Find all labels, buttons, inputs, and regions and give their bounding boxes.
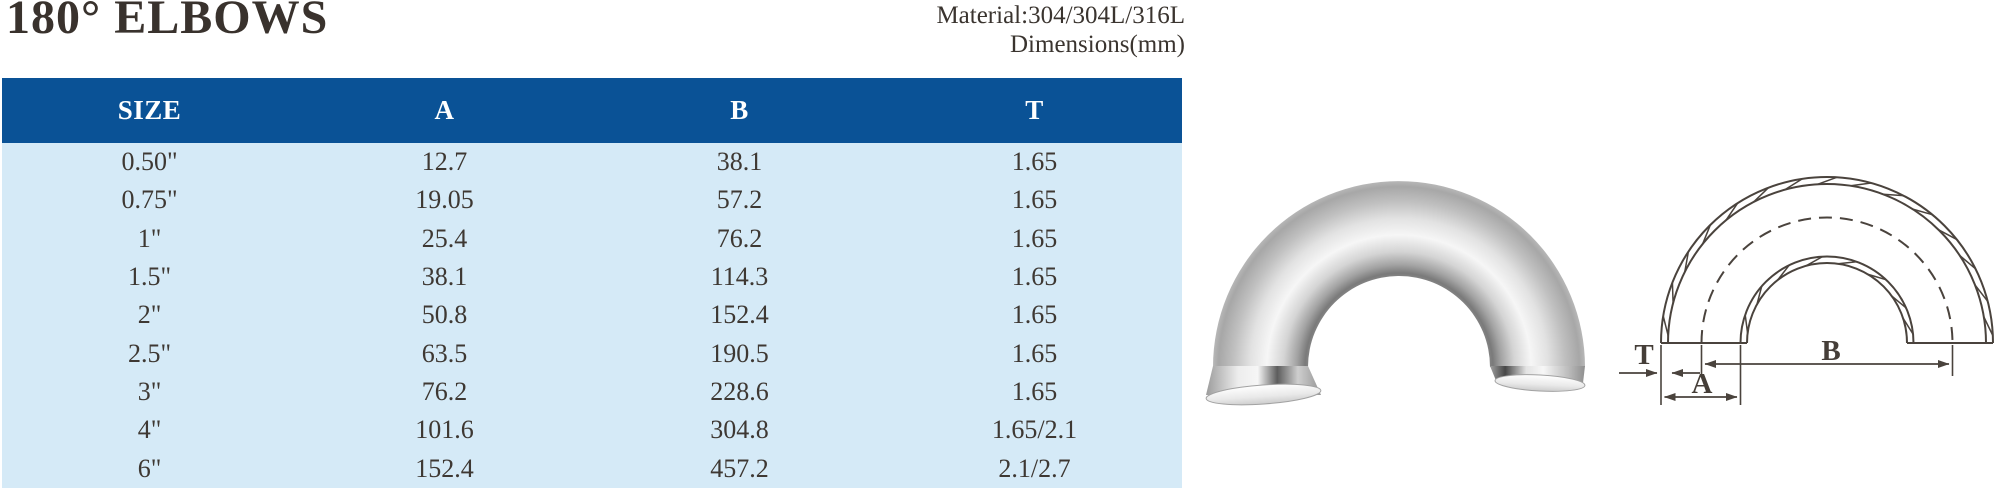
table-cell: 1.65 — [1011, 262, 1058, 292]
table-cell: 25.4 — [421, 223, 468, 253]
column-header: T — [1025, 95, 1044, 125]
elbow-right-cap — [1494, 374, 1586, 392]
table-cell: 6" — [137, 453, 162, 483]
table-cell: 1.65/2.1 — [991, 415, 1078, 445]
outer-wall-outer-arc — [1660, 176, 1994, 344]
wall-hatch-tick — [1974, 284, 1989, 302]
table-cell: 2.5" — [127, 338, 172, 368]
dim-label-a: A — [1692, 368, 1713, 400]
table-cell: 63.5 — [421, 338, 468, 368]
extension-lines — [1660, 345, 1954, 405]
table-cell: 152.4 — [415, 453, 474, 483]
table-header-row: SIZE A B T — [2, 78, 1182, 143]
wall-hatch-tick — [1902, 317, 1914, 335]
column-header: A — [434, 95, 455, 125]
elbow-photo — [1205, 181, 1586, 406]
table-cell: 1.65 — [1011, 377, 1058, 407]
wall-hatch-tick — [1983, 316, 1994, 336]
table-cell: 101.6 — [415, 415, 474, 445]
inner-wall-inner-arc — [1746, 262, 1908, 344]
wall-hatch-tick — [1805, 255, 1823, 267]
wall-hatch-tick — [1867, 273, 1887, 281]
wall-hatch-tick — [1938, 229, 1958, 241]
table-cell: 19.05 — [415, 185, 474, 215]
page-title: 180° ELBOWS — [6, 0, 329, 44]
wall-hatch-tick — [1850, 182, 1872, 187]
table-body: 0.50" 12.7 38.1 1.65 0.75" 19.05 57.2 1.65 1" 25.… — [2, 143, 1182, 488]
table-row: 1.5" 38.1 114.3 1.65 — [2, 258, 1182, 296]
table-cell: 228.6 — [710, 377, 769, 407]
table-cell: 1.65 — [1011, 300, 1058, 330]
table-cell: 1" — [137, 223, 162, 253]
table-row: 4" 101.6 304.8 1.65/2.1 — [2, 411, 1182, 449]
wall-hatch-tick — [1684, 251, 1690, 272]
table-cell: 1.65 — [1011, 185, 1058, 215]
table-cell: 76.2 — [421, 377, 468, 407]
table-row: 2.5" 63.5 190.5 1.65 — [2, 335, 1182, 373]
table-cell: 152.4 — [710, 300, 769, 330]
table-row: 6" 152.4 457.2 2.1/2.7 — [2, 450, 1182, 488]
wall-hatch-tick — [1912, 208, 1933, 216]
wall-hatch-tick — [1702, 224, 1712, 245]
wall-hatch-tick — [1891, 295, 1907, 309]
elbow-body — [1213, 181, 1585, 367]
table-cell: 1.5" — [127, 262, 172, 292]
table-cell: 2" — [137, 300, 162, 330]
inner-wall-outer-arc — [1739, 255, 1915, 344]
dim-label-t: T — [1634, 339, 1653, 371]
table-cell: 38.1 — [716, 147, 763, 177]
elbow-dimension-diagram: T B A — [1619, 176, 1994, 405]
wall-hatch-tick — [1959, 254, 1976, 270]
table-cell: 38.1 — [421, 262, 468, 292]
spec-table: SIZE A B T 0.50" 12.7 38.1 1.65 0.75" 19.05 57.2 1… — [2, 78, 1182, 488]
wall-hatch-tick — [1777, 264, 1790, 281]
table-row: 2" 50.8 152.4 1.65 — [2, 296, 1182, 334]
column-header: SIZE — [117, 95, 182, 125]
table-cell: 114.3 — [710, 262, 769, 292]
wall-hatch-tick — [1662, 315, 1669, 336]
centerline-arc — [1700, 216, 1954, 344]
table-cell: 1.65 — [1011, 147, 1058, 177]
wall-hatch-tick — [1784, 178, 1803, 191]
table-cell: 76.2 — [716, 223, 763, 253]
table-cell: 1.65 — [1011, 338, 1058, 368]
table-cell: 1.65 — [1011, 223, 1058, 253]
wall-hatch-tick — [1756, 286, 1763, 305]
wall-hatch-tick — [1817, 176, 1838, 186]
table-cell: 50.8 — [421, 300, 468, 330]
table-cell: 4" — [137, 415, 162, 445]
table-cell: 3" — [137, 377, 162, 407]
wall-hatch-tick — [1744, 314, 1749, 334]
table-cell: 0.50" — [121, 147, 178, 177]
table-cell: 2.1/2.7 — [998, 453, 1071, 483]
table-row: 1" 25.4 76.2 1.65 — [2, 220, 1182, 258]
table-cell: 457.2 — [710, 453, 769, 483]
dim-label-b: B — [1821, 335, 1840, 367]
outer-wall-inner-arc — [1667, 183, 1987, 344]
table-row: 3" 76.2 228.6 1.65 — [2, 373, 1182, 411]
wall-hatch-tick — [1753, 187, 1770, 203]
column-header: B — [730, 95, 749, 125]
table-cell: 190.5 — [710, 338, 769, 368]
table-cell: 57.2 — [716, 185, 763, 215]
table-row: 0.75" 19.05 57.2 1.65 — [2, 181, 1182, 219]
table-cell: 0.75" — [121, 185, 178, 215]
material-note: Material:304/304L/316L Dimensions(mm) — [685, 1, 1185, 59]
dimensions-unit-line: Dimensions(mm) — [1010, 31, 1185, 58]
table-cell: 12.7 — [421, 147, 468, 177]
elbow-left-cap — [1205, 383, 1322, 406]
material-line: Material:304/304L/316L — [936, 2, 1185, 29]
wall-hatch-tick — [1838, 260, 1857, 265]
table-row: 0.50" 12.7 38.1 1.65 — [2, 143, 1182, 181]
wall-hatch-tick — [1882, 193, 1904, 197]
wall-hatch-tick — [1671, 282, 1674, 303]
table-cell: 304.8 — [710, 415, 769, 445]
wall-hatch-tick — [1725, 202, 1739, 221]
